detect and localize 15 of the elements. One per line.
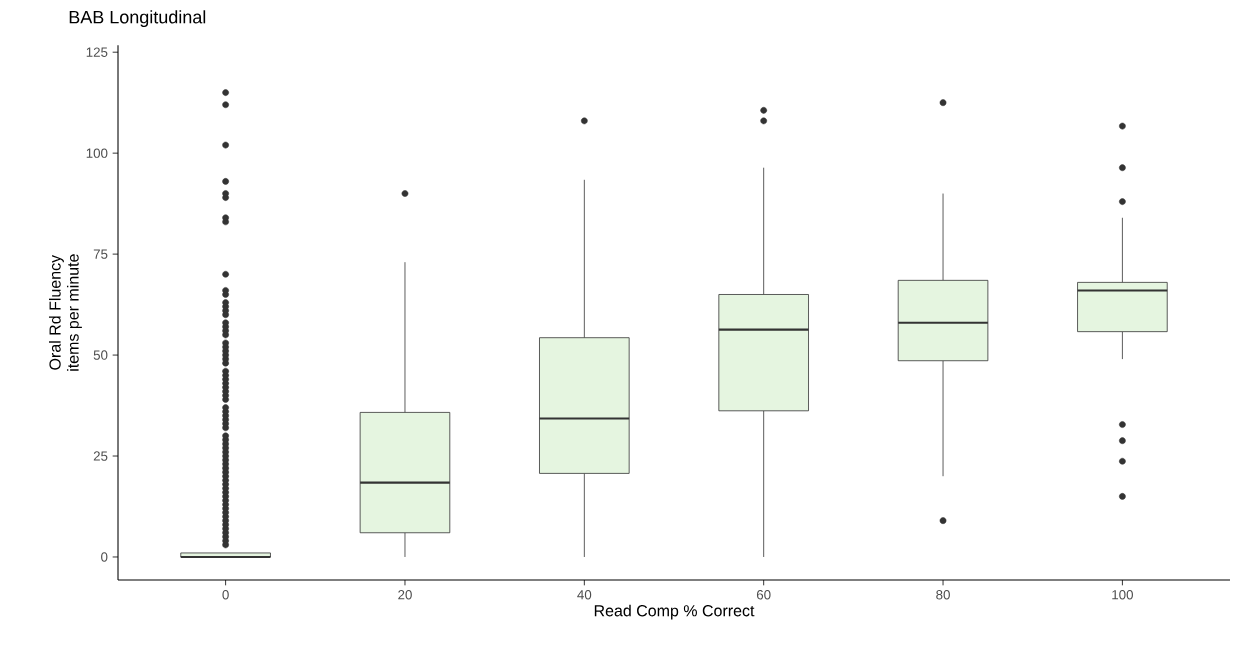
x-tick-label: 80	[936, 590, 950, 600]
y-tick-label: 0	[101, 552, 108, 562]
x-tick-label: 60	[756, 590, 771, 600]
y-tick-label: 100	[86, 148, 108, 158]
x-tick-label: 0	[222, 590, 229, 600]
x-tick-label: 40	[577, 590, 592, 600]
chart-title: BAB Longitudinal	[69, 10, 206, 28]
x-tick-label: 20	[398, 590, 412, 600]
y-tick-label: 25	[93, 451, 108, 461]
y-tick-label: 125	[86, 47, 108, 57]
y-tick-label: 50	[93, 350, 108, 360]
x-axis-title: Read Comp % Correct	[594, 604, 755, 620]
y-axis-title: Oral Rd Fluency items per minute	[48, 254, 82, 371]
x-tick-label: 100	[1112, 590, 1133, 600]
y-tick-label: 75	[93, 249, 108, 259]
